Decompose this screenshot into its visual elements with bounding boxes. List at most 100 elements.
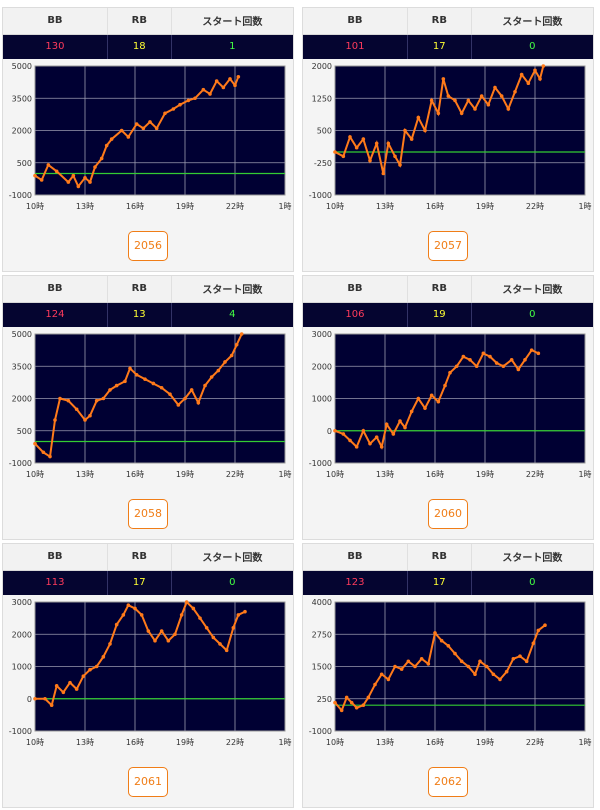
start-value: 0 xyxy=(471,570,593,595)
data-point xyxy=(184,600,189,604)
bb-header: BB xyxy=(303,544,408,571)
y-tick-label: 1500 xyxy=(312,663,332,672)
y-tick-label: 3500 xyxy=(12,94,32,103)
data-point xyxy=(381,171,386,176)
machine-number-button[interactable]: 2057 xyxy=(428,231,468,261)
data-point xyxy=(536,351,541,356)
data-point xyxy=(454,364,459,369)
data-point xyxy=(509,358,514,362)
data-point xyxy=(74,687,79,691)
x-tick-label: 10時 xyxy=(326,470,344,479)
y-tick-label: 500 xyxy=(17,427,32,436)
data-point xyxy=(171,107,176,111)
start-value: 4 xyxy=(171,302,293,327)
data-point xyxy=(406,659,411,664)
data-point xyxy=(239,332,244,336)
data-point xyxy=(361,703,366,707)
rb-header: RB xyxy=(407,8,472,35)
data-point xyxy=(333,150,337,154)
data-point xyxy=(186,98,191,103)
data-point xyxy=(441,77,446,81)
y-tick-label: 3000 xyxy=(12,598,32,607)
start-value: 0 xyxy=(471,302,593,327)
data-point xyxy=(141,126,146,131)
data-point xyxy=(523,358,527,362)
data-point xyxy=(354,705,359,710)
data-point xyxy=(348,438,352,443)
machine-number-button[interactable]: 2060 xyxy=(428,499,468,529)
x-tick-label: 19時 xyxy=(176,202,194,211)
y-tick-label: -1000 xyxy=(9,191,32,200)
x-tick-label: 22時 xyxy=(526,738,544,747)
start-value: 1 xyxy=(171,34,293,59)
data-point xyxy=(341,154,346,159)
data-point xyxy=(433,631,437,635)
data-point xyxy=(399,667,404,671)
data-point xyxy=(354,145,359,150)
y-tick-label: 2000 xyxy=(312,62,332,71)
data-point xyxy=(134,122,139,126)
data-point xyxy=(448,370,452,375)
data-point xyxy=(473,107,477,111)
machine-card: BB RB スタート回数 124 13 4 2058 10時 13時 16時 19時 22時 1時 500… xyxy=(2,275,294,540)
data-point xyxy=(223,360,227,364)
start-header: スタート回数 xyxy=(471,8,593,35)
data-point xyxy=(538,77,542,81)
data-point xyxy=(361,137,366,141)
machine-number-button[interactable]: 2056 xyxy=(128,231,168,261)
data-point xyxy=(233,83,237,88)
machine-number-button[interactable]: 2062 xyxy=(428,767,468,797)
data-point xyxy=(99,156,104,161)
x-tick-label: 22時 xyxy=(526,202,544,211)
data-point xyxy=(468,358,472,362)
data-point xyxy=(228,77,232,81)
profit-chart: 10時 13時 16時 19時 22時 1時 2000 1250 500 -250 -1000 xyxy=(309,62,592,211)
data-point xyxy=(189,388,194,392)
x-tick-label: 16時 xyxy=(126,470,144,479)
data-point xyxy=(419,656,424,661)
data-point xyxy=(41,450,46,455)
start-header: スタート回数 xyxy=(171,544,293,571)
y-tick-label: 0 xyxy=(27,695,32,704)
machine-card: BB RB スタート回数 130 18 1 2056 10時 13時 16時 19時 22時 1時 500… xyxy=(2,7,294,272)
data-point xyxy=(66,398,71,403)
data-point xyxy=(513,90,517,94)
x-tick-label: 1時 xyxy=(578,470,591,479)
x-tick-label: 1時 xyxy=(278,202,291,211)
y-tick-label: 0 xyxy=(327,427,332,436)
data-point xyxy=(416,396,421,401)
data-point xyxy=(104,143,109,148)
bb-value: 101 xyxy=(303,34,408,59)
machine-number-button[interactable]: 2061 xyxy=(128,767,168,797)
machine-card: BB RB スタート回数 101 17 0 2057 10時 13時 16時 19時 22時 1時 200… xyxy=(302,7,594,272)
data-point xyxy=(146,629,151,633)
stats-table: BB RB スタート回数 106 19 0 xyxy=(303,276,593,327)
data-point xyxy=(54,169,59,174)
stats-table: BB RB スタート回数 113 17 0 xyxy=(3,544,293,595)
data-point xyxy=(466,98,471,103)
data-point xyxy=(224,648,229,653)
data-point xyxy=(403,425,407,430)
machine-number-button[interactable]: 2058 xyxy=(128,499,168,529)
data-point xyxy=(231,626,236,630)
x-tick-label: 16時 xyxy=(426,738,444,747)
data-point xyxy=(379,672,384,677)
data-point xyxy=(453,98,457,103)
data-point xyxy=(398,163,402,167)
data-point xyxy=(243,609,247,614)
x-tick-label: 22時 xyxy=(226,202,244,211)
x-tick-label: 1時 xyxy=(578,202,591,211)
start-header: スタート回数 xyxy=(471,276,593,303)
data-point xyxy=(39,178,44,182)
data-point xyxy=(368,441,372,446)
data-point xyxy=(333,428,337,433)
bb-value: 123 xyxy=(303,570,408,595)
y-tick-label: 500 xyxy=(317,127,332,136)
data-point xyxy=(94,664,99,669)
data-point xyxy=(493,85,497,90)
start-header: スタート回数 xyxy=(171,276,293,303)
y-tick-label: -1000 xyxy=(309,727,332,736)
x-tick-label: 19時 xyxy=(476,202,494,211)
data-point xyxy=(461,354,466,359)
data-point xyxy=(53,418,57,422)
